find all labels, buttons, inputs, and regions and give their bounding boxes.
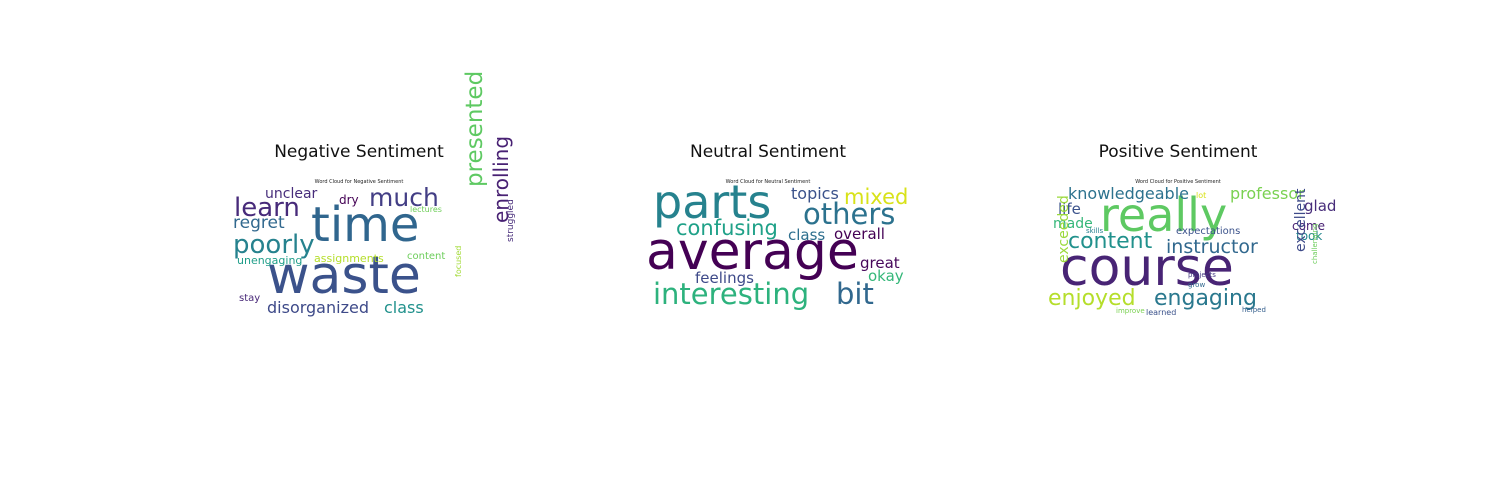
- word-mixed: mixed: [844, 185, 909, 209]
- word-struggled: struggled: [506, 199, 516, 242]
- word-dry: dry: [339, 193, 359, 207]
- word-life: life: [1058, 200, 1081, 218]
- word-time: time: [311, 197, 420, 253]
- word-disorganized: disorganized: [267, 298, 369, 317]
- panel-title: Negative Sentiment: [274, 142, 444, 162]
- word-poorly: poorly: [233, 230, 315, 260]
- word-cloud-negative: Word Cloud for Negative Sentiment waste t…: [229, 71, 516, 320]
- word-unclear: unclear: [265, 186, 318, 202]
- word-helped: helped: [1242, 306, 1266, 314]
- word-assignments: assignments: [314, 252, 384, 265]
- word-expectations: expectations: [1176, 226, 1241, 237]
- cloud-subtitle: Word Cloud for Positive Sentiment: [1135, 179, 1221, 185]
- word-feelings: feelings: [695, 269, 754, 287]
- word-unengaging: unengaging: [237, 254, 303, 267]
- word-projects: projects: [1188, 271, 1216, 279]
- word-professor: professor: [1230, 184, 1305, 203]
- panel-neutral: Neutral Sentiment Word Cloud for Neutral…: [618, 0, 918, 500]
- word-learn: learn: [234, 193, 300, 223]
- panel-title: Positive Sentiment: [1098, 142, 1258, 162]
- word-engaging: engaging: [1154, 286, 1257, 311]
- word-improve: improve: [1116, 307, 1145, 315]
- word-knowledgeable: knowledgeable: [1068, 184, 1189, 203]
- word-focused: focused: [454, 245, 463, 277]
- word-content: content: [407, 251, 446, 262]
- word-instructor: instructor: [1166, 236, 1258, 258]
- word-great: great: [860, 254, 900, 272]
- word-interesting: interesting: [653, 277, 810, 311]
- word-stay: stay: [239, 293, 261, 304]
- panel-negative: Negative Sentiment Word Cloud for Negati…: [209, 0, 516, 500]
- word-parts: parts: [653, 175, 772, 229]
- word-cloud-positive: Word Cloud for Positive Sentiment course…: [1048, 175, 1336, 320]
- word-come: come: [1292, 219, 1326, 233]
- panel-positive: Positive Sentiment Word Cloud for Positi…: [1028, 0, 1336, 500]
- word-much: much: [369, 183, 439, 212]
- word-took: took: [1296, 229, 1323, 243]
- word-lectures: lectures: [410, 205, 442, 214]
- word-regret: regret: [233, 213, 285, 233]
- word-class: class: [384, 298, 424, 317]
- word-really: really: [1100, 188, 1228, 242]
- word-exceeded: exceeded: [1056, 195, 1072, 263]
- word-skills: skills: [1086, 227, 1104, 235]
- word-class: class: [788, 226, 826, 244]
- word-waste: waste: [267, 246, 421, 306]
- word-challenging: challenging: [1311, 223, 1319, 264]
- word-presented: presented: [462, 70, 488, 187]
- word-bit: bit: [836, 277, 874, 311]
- word-others: others: [803, 197, 896, 231]
- word-overall: overall: [834, 225, 885, 243]
- cloud-subtitle: Word Cloud for Neutral Sentiment: [725, 179, 811, 185]
- word-content: content: [1068, 229, 1153, 254]
- cloud-subtitle: Word Cloud for Negative Sentiment: [314, 179, 404, 185]
- word-topics: topics: [791, 184, 839, 203]
- word-course: course: [1060, 238, 1234, 298]
- word-glad: glad: [1304, 197, 1337, 215]
- word-lot: lot: [1196, 191, 1207, 200]
- word-learned: learned: [1146, 308, 1177, 317]
- word-cloud-neutral: Word Cloud for Neutral Sentiment average…: [638, 175, 908, 320]
- word-made: made: [1053, 216, 1093, 232]
- word-grow: grow: [1188, 281, 1206, 289]
- panel-title: Neutral Sentiment: [689, 142, 847, 162]
- word-average: average: [646, 222, 859, 282]
- word-confusing: confusing: [676, 216, 778, 240]
- word-okay: okay: [868, 267, 904, 285]
- word-excellent: excellent: [1293, 188, 1309, 252]
- word-enjoyed: enjoyed: [1048, 286, 1136, 311]
